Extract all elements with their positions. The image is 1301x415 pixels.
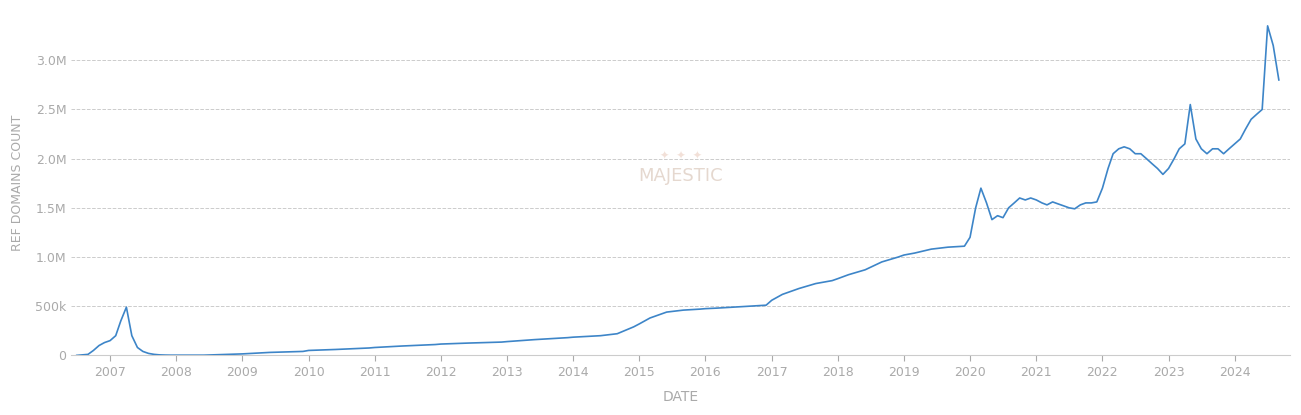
- Text: MAJESTIC: MAJESTIC: [639, 167, 723, 186]
- Text: ✦  ✦  ✦: ✦ ✦ ✦: [660, 151, 701, 161]
- Y-axis label: REF DOMAINS COUNT: REF DOMAINS COUNT: [12, 115, 25, 251]
- X-axis label: DATE: DATE: [662, 390, 699, 404]
